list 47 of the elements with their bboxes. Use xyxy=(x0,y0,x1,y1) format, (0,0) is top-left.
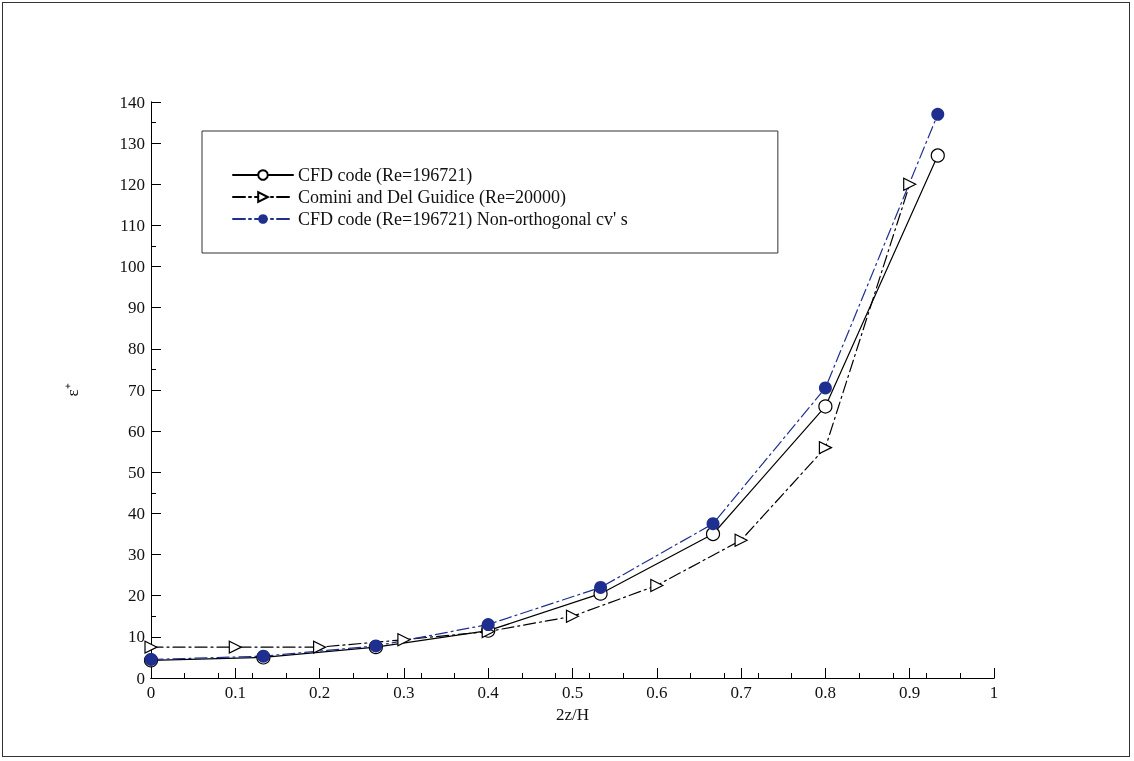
point xyxy=(594,580,608,594)
legend-label: CFD code (Re=196721) xyxy=(298,165,473,186)
x-tick-label: 1 xyxy=(989,683,999,702)
y-tick-label: 110 xyxy=(120,215,145,235)
point xyxy=(734,533,748,547)
point xyxy=(818,399,833,414)
x-tick-label: 0.4 xyxy=(477,683,500,702)
y-tick-label: 140 xyxy=(119,92,145,112)
point xyxy=(706,517,720,531)
y-tick-label: 30 xyxy=(128,545,145,565)
y-axis-title: ε⁺ xyxy=(63,383,82,397)
point xyxy=(650,578,664,593)
legend-label: CFD code (Re=196721) Non-orthogonal cv' s xyxy=(298,209,628,230)
point xyxy=(565,609,580,623)
y-tick-label: 120 xyxy=(119,174,145,194)
point xyxy=(903,177,917,191)
y-tick-label: 80 xyxy=(128,339,145,359)
point xyxy=(818,441,832,455)
x-tick-label: 0.9 xyxy=(899,683,921,702)
y-tick-label: 60 xyxy=(128,421,145,441)
y-tick-label: 100 xyxy=(119,257,145,277)
legend-label: Comini and Del Guidice (Re=20000) xyxy=(298,187,567,208)
point xyxy=(705,526,721,542)
point xyxy=(481,618,495,632)
y-tick-label: 90 xyxy=(128,298,145,318)
y-tick-label: 40 xyxy=(128,503,145,523)
point xyxy=(313,640,327,654)
y-tick-label: 50 xyxy=(128,462,145,482)
point xyxy=(144,640,158,654)
y-tick-label: 20 xyxy=(128,586,145,606)
x-tick-label: 0.3 xyxy=(393,683,415,702)
point xyxy=(818,381,832,395)
point xyxy=(931,107,945,121)
x-tick-label: 0.2 xyxy=(308,683,331,702)
point xyxy=(930,148,945,163)
x-tick-label: 0.7 xyxy=(730,683,753,702)
x-tick-label: 0.8 xyxy=(814,683,837,702)
point xyxy=(397,633,411,647)
x-tick-label: 0.5 xyxy=(561,683,584,702)
y-tick-label: 130 xyxy=(119,133,145,153)
point xyxy=(228,640,242,654)
y-tick-label: 70 xyxy=(128,380,145,400)
x-tick-label: 0.6 xyxy=(646,683,668,702)
y-tick-label: 0 xyxy=(136,668,145,688)
x-tick-label: 0.1 xyxy=(224,683,246,702)
y-tick-label: 10 xyxy=(128,627,145,647)
x-axis-title: 2z/H xyxy=(555,704,590,724)
